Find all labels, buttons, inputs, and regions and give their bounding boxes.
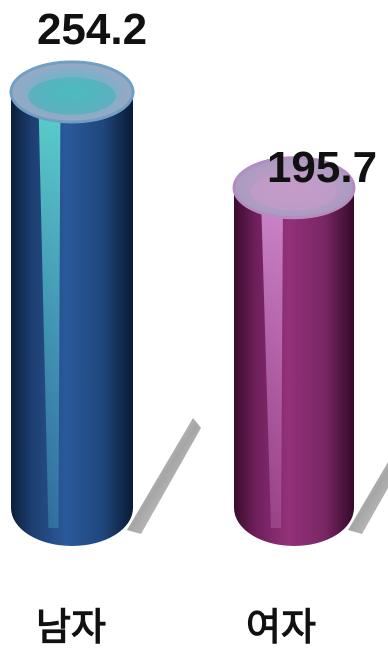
bar-1 (9, 60, 201, 546)
bar-2 (232, 156, 388, 546)
bar-shadow (348, 462, 388, 534)
bar-highlight (38, 102, 61, 528)
value-label-2: 195.7 (267, 143, 377, 192)
bar-shadow (127, 418, 201, 534)
category-label-1: 남자 (36, 605, 106, 649)
bar-top-inner (28, 77, 116, 115)
bar-highlight (261, 197, 283, 528)
value-label-1: 254.2 (37, 5, 147, 54)
bar-top-inner (250, 173, 338, 211)
bar-body (11, 92, 133, 546)
category-label-2: 여자 (246, 605, 316, 649)
bar-body (234, 187, 354, 546)
